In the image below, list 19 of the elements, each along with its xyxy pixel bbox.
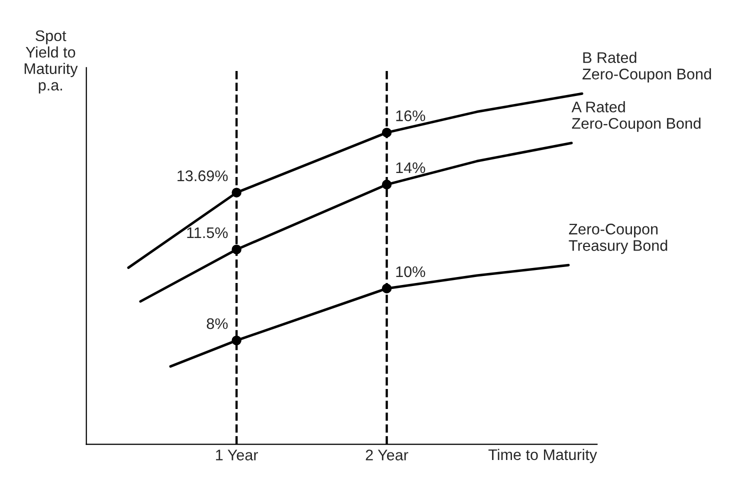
data-label: 16% — [396, 110, 426, 122]
point — [232, 188, 242, 198]
data-label: 11.5% — [187, 227, 228, 238]
y-axis-title: Spot Yield to Maturity p.a. — [24, 30, 78, 94]
series-label: A Rated Zero-Coupon Bond — [572, 101, 700, 132]
data-label: 10% — [396, 266, 426, 278]
x-axis-title: Time to Maturity — [488, 448, 598, 464]
data-label: 8% — [206, 318, 228, 330]
point — [232, 244, 242, 254]
point — [382, 180, 392, 190]
x-tick-label: 2 Year — [366, 450, 408, 460]
point — [382, 128, 392, 138]
data-label: 13.69% — [178, 170, 228, 182]
series-label: B Rated Zero-Coupon Bond — [582, 52, 711, 82]
point — [232, 336, 242, 346]
x-tick-label: 1 Year — [216, 450, 258, 460]
data-label: 14% — [396, 162, 426, 174]
series-label: Zero-Coupon Treasury Bond — [568, 224, 668, 254]
point — [382, 284, 392, 294]
